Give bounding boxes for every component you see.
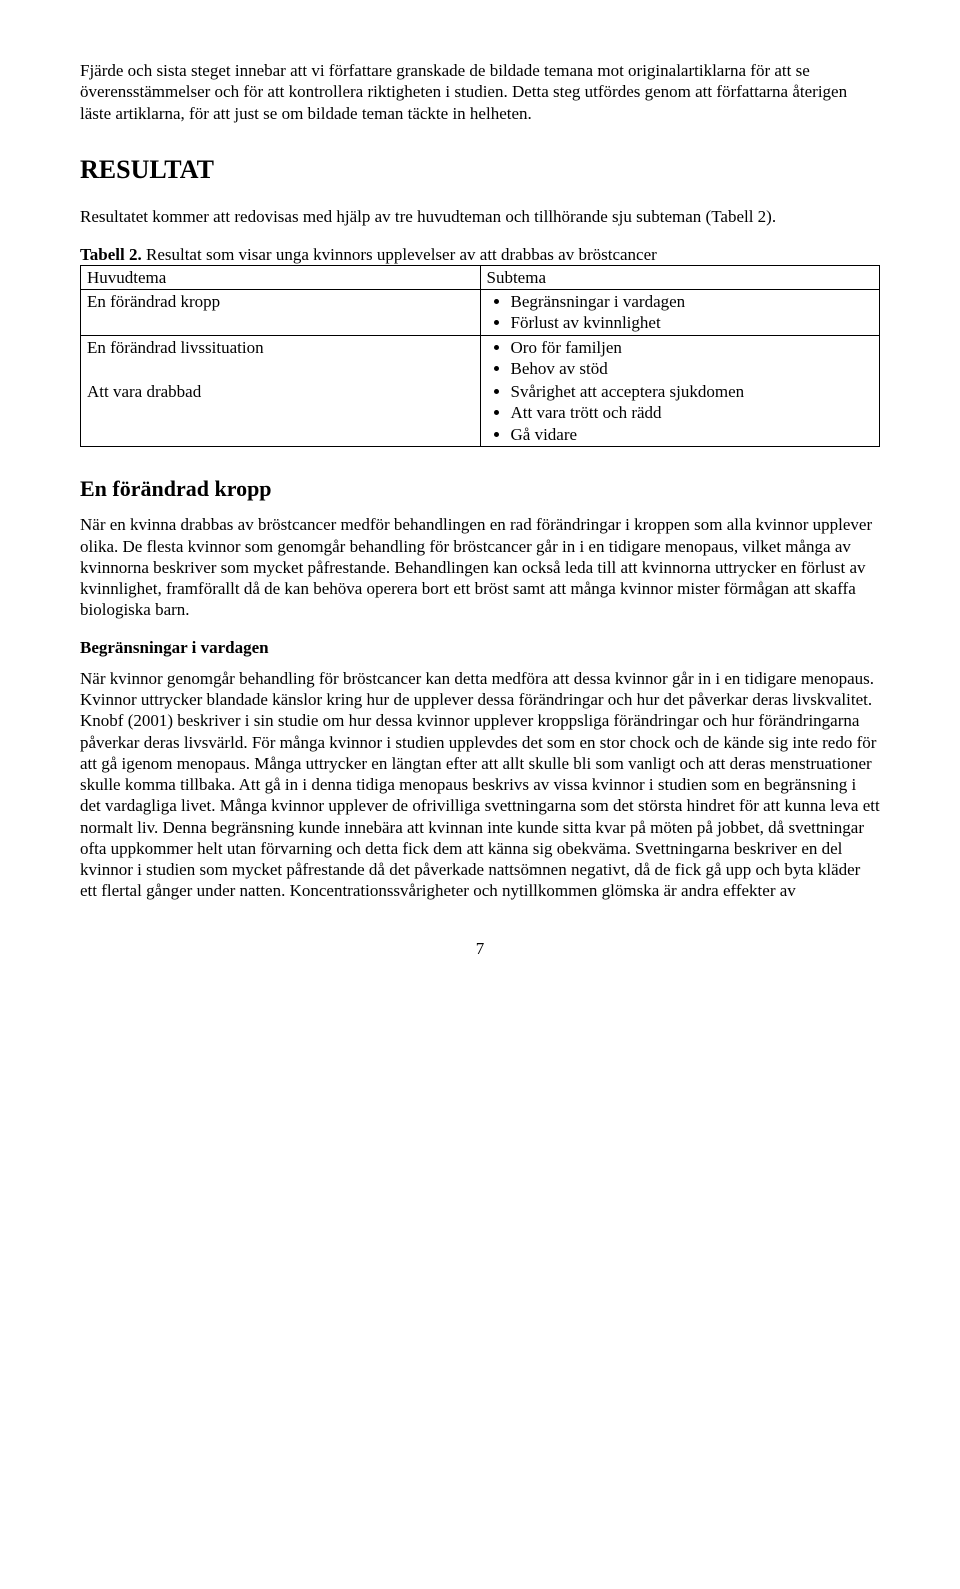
paragraph-intro: Fjärde och sista steget innebar att vi f… bbox=[80, 60, 880, 124]
table-cell-main: En förändrad livssituation bbox=[81, 335, 481, 380]
list-item: Att vara trött och rädd bbox=[511, 402, 874, 423]
paragraph-kropp-intro: När en kvinna drabbas av bröstcancer med… bbox=[80, 514, 880, 620]
table-caption-text: Resultat som visar unga kvinnors uppleve… bbox=[142, 245, 657, 264]
subheading-begransningar: Begränsningar i vardagen bbox=[80, 637, 880, 658]
list-item: Svårighet att acceptera sjukdomen bbox=[511, 381, 874, 402]
heading-forandrad-kropp: En förändrad kropp bbox=[80, 475, 880, 503]
table-cell-main: En förändrad kropp bbox=[81, 290, 481, 336]
table-row: En förändrad livssituation Oro för famil… bbox=[81, 335, 880, 380]
list-item: Förlust av kvinnlighet bbox=[511, 312, 874, 333]
table-header-row: Huvudtema Subtema bbox=[81, 265, 880, 289]
list-item: Gå vidare bbox=[511, 424, 874, 445]
table-caption: Tabell 2. Resultat som visar unga kvinno… bbox=[80, 244, 880, 265]
table-header-huvudtema: Huvudtema bbox=[81, 265, 481, 289]
table-cell-sub: Oro för familjen Behov av stöd bbox=[480, 335, 880, 380]
table-row: En förändrad kropp Begränsningar i varda… bbox=[81, 290, 880, 336]
table-header-subtema: Subtema bbox=[480, 265, 880, 289]
heading-resultat: RESULTAT bbox=[80, 154, 880, 187]
table-row: Att vara drabbad Svårighet att acceptera… bbox=[81, 380, 880, 446]
list-item: Behov av stöd bbox=[511, 358, 874, 379]
list-item: Oro för familjen bbox=[511, 337, 874, 358]
table-cell-sub: Begränsningar i vardagen Förlust av kvin… bbox=[480, 290, 880, 336]
list-item: Begränsningar i vardagen bbox=[511, 291, 874, 312]
table-cell-sub: Svårighet att acceptera sjukdomen Att va… bbox=[480, 380, 880, 446]
results-table: Huvudtema Subtema En förändrad kropp Beg… bbox=[80, 265, 880, 447]
paragraph-resultat-intro: Resultatet kommer att redovisas med hjäl… bbox=[80, 206, 880, 227]
page-number: 7 bbox=[80, 938, 880, 959]
paragraph-begransningar: När kvinnor genomgår behandling för brös… bbox=[80, 668, 880, 902]
table-cell-main: Att vara drabbad bbox=[81, 380, 481, 446]
table-caption-label: Tabell 2. bbox=[80, 245, 142, 264]
